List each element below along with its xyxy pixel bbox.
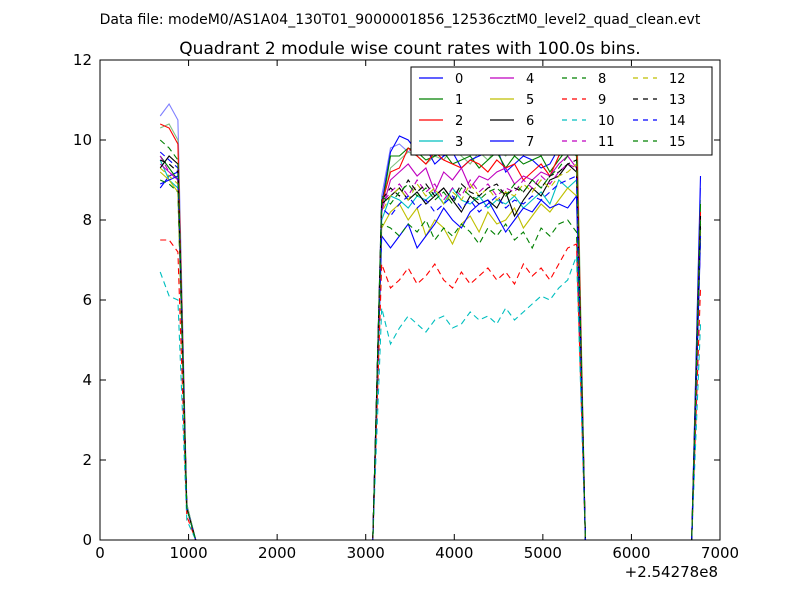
series-line-2 <box>159 123 702 540</box>
y-tick-label: 2 <box>82 451 92 469</box>
x-tick-label: 4000 <box>435 544 473 562</box>
series-line-extra-high-2 <box>159 103 702 540</box>
series-line-8 <box>159 179 702 540</box>
legend-label-0: 0 <box>455 72 463 87</box>
x-tick-label: 6000 <box>612 544 650 562</box>
legend-label-14: 14 <box>669 114 686 129</box>
x-tick-label: 7000 <box>701 544 739 562</box>
series-line-13 <box>159 159 702 540</box>
y-tick-label: 8 <box>82 211 92 229</box>
series-line-11 <box>159 155 702 540</box>
y-tick-label: 10 <box>73 131 92 149</box>
legend-label-9: 9 <box>598 93 606 108</box>
x-tick-label: 3000 <box>347 544 385 562</box>
legend-label-3: 3 <box>455 135 463 150</box>
legend-label-11: 11 <box>598 135 615 150</box>
series-line-7 <box>159 175 702 540</box>
y-tick-labels: 0 2 4 6 8 10 12 <box>73 51 92 549</box>
y-tick-label: 12 <box>73 51 92 69</box>
legend-label-10: 10 <box>598 114 615 129</box>
y-tick-label: 0 <box>82 531 92 549</box>
legend-label-7: 7 <box>526 135 534 150</box>
legend-label-6: 6 <box>526 114 534 129</box>
legend-label-8: 8 <box>598 72 606 87</box>
x-tick-labels: 0 1000 2000 3000 4000 5000 6000 7000 <box>95 544 739 562</box>
series-line-5 <box>159 171 702 540</box>
axes-frame <box>99 59 721 541</box>
chart-title: Quadrant 2 module wise count rates with … <box>179 39 640 59</box>
x-tick-label: 0 <box>95 544 105 562</box>
legend-label-1: 1 <box>455 93 463 108</box>
chart-suptitle: Data file: modeM0/AS1A04_130T01_90000018… <box>100 12 701 28</box>
legend-label-4: 4 <box>526 72 534 87</box>
y-tick-label: 6 <box>82 291 92 309</box>
legend-label-13: 13 <box>669 93 686 108</box>
legend-label-15: 15 <box>669 135 686 150</box>
series-line-14 <box>159 151 702 540</box>
x-tick-label: 2000 <box>258 544 296 562</box>
legend-label-12: 12 <box>669 72 686 87</box>
series-line-12 <box>159 162 702 540</box>
legend-box <box>410 66 713 156</box>
series-line-9 <box>160 239 702 540</box>
series-line-6 <box>159 155 702 540</box>
y-tick-label: 4 <box>82 371 92 389</box>
plot-area <box>159 87 702 540</box>
series-line-4 <box>159 155 702 540</box>
legend-label-2: 2 <box>455 114 463 129</box>
x-tick-label: 1000 <box>169 544 207 562</box>
legend-label-5: 5 <box>526 93 534 108</box>
x-offset-label: +2.54278e8 <box>625 563 718 581</box>
series-line-15 <box>159 139 702 540</box>
series-line-3 <box>159 159 702 540</box>
x-tick-label: 5000 <box>524 544 562 562</box>
series-line-10 <box>159 255 702 540</box>
